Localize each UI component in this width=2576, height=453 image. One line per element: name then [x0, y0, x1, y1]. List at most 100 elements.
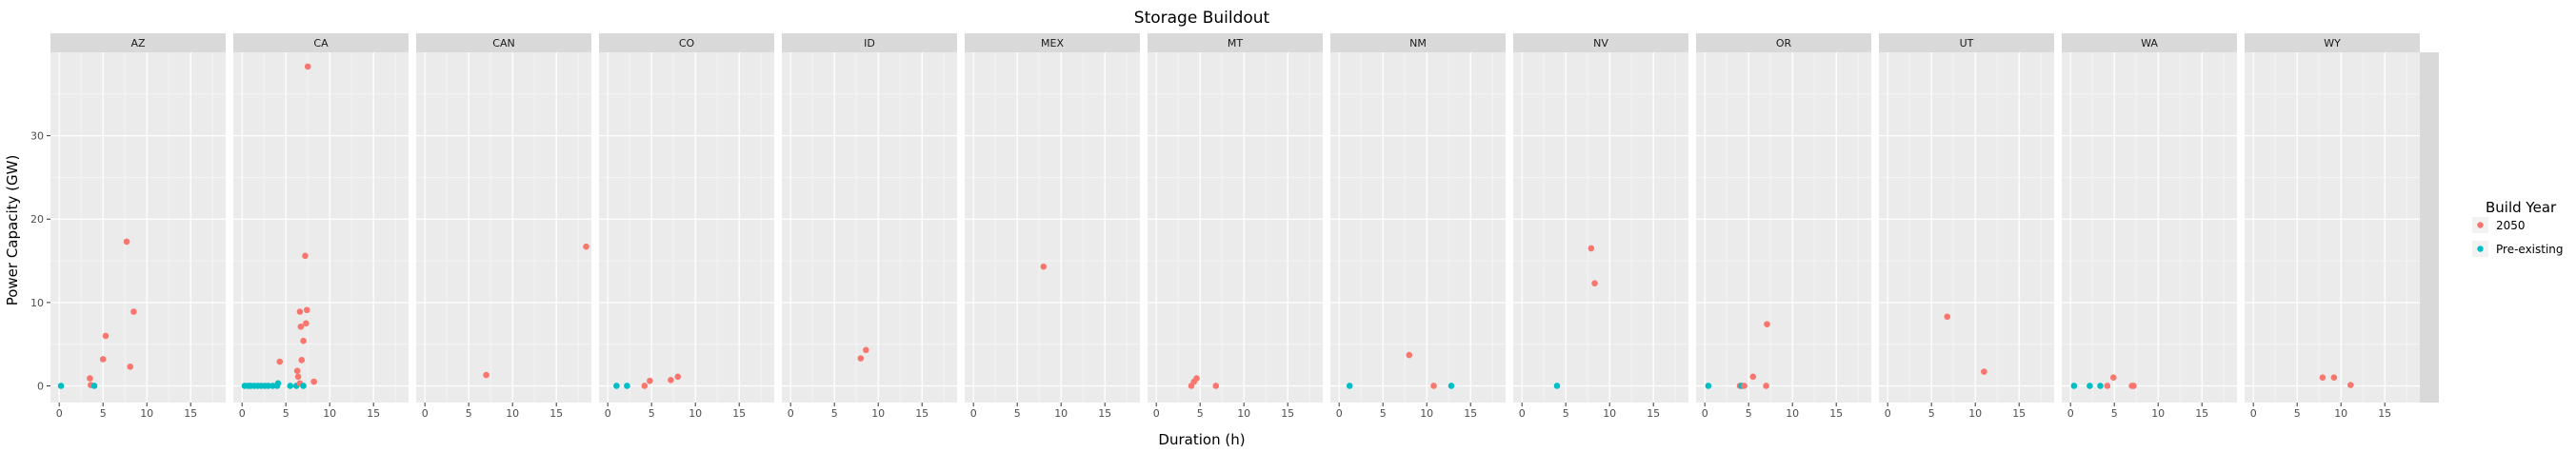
- x-tick-label: 15: [1647, 407, 1660, 420]
- y-tick-label: 20: [30, 213, 44, 226]
- facet-strip-or: [1696, 33, 1871, 52]
- point-ca-2050: [293, 367, 301, 375]
- point-ca-2050: [303, 320, 310, 327]
- point-wa-pre-existing: [2070, 383, 2078, 389]
- x-tick-label: 10: [1054, 407, 1068, 420]
- point-ca-2050: [296, 308, 304, 315]
- panel-background-wa: [2062, 52, 2237, 403]
- legend-key-pre-existing: [2477, 246, 2484, 252]
- facet-label-az: AZ: [130, 37, 146, 49]
- x-tick-label: 15: [1464, 407, 1477, 420]
- facet-label-can: CAN: [492, 37, 514, 49]
- x-tick-label: 10: [506, 407, 519, 420]
- facet-label-wa: WA: [2141, 37, 2158, 49]
- facet-strip-id: [782, 33, 957, 52]
- legend-title: Build Year: [2486, 199, 2557, 216]
- point-az-2050: [87, 375, 93, 382]
- x-tick-label: 0: [422, 407, 429, 420]
- x-tick-label: 5: [466, 407, 472, 420]
- point-co-2050: [647, 377, 653, 384]
- point-co-2050: [641, 383, 649, 389]
- point-ut-2050: [1981, 368, 1987, 375]
- x-tick-label: 15: [184, 407, 197, 420]
- panel-background-mex: [965, 52, 1140, 403]
- x-tick-label: 15: [732, 407, 746, 420]
- facet-strip-mt: [1148, 33, 1323, 52]
- point-can-2050: [583, 243, 589, 250]
- point-nm-pre-existing: [1346, 383, 1353, 389]
- facet-panel-wy: WY 0 5 10 15: [2245, 33, 2420, 420]
- x-tick-label: 5: [283, 407, 290, 420]
- point-ca-2050: [297, 323, 305, 330]
- x-tick-label: 5: [100, 407, 107, 420]
- x-tick-label: 15: [2012, 407, 2026, 420]
- x-tick-label: 10: [871, 407, 885, 420]
- point-or-2050: [1741, 383, 1747, 389]
- facet-strip-wa: [2062, 33, 2237, 52]
- x-tick-label: 15: [1829, 407, 1843, 420]
- facet-strip-co: [599, 33, 774, 52]
- point-az-2050: [123, 238, 130, 246]
- panel-background-wy: [2245, 52, 2420, 403]
- x-tick-label: 10: [1786, 407, 1799, 420]
- point-wy-2050: [2347, 382, 2354, 388]
- point-az-2050: [99, 356, 107, 363]
- x-tick-label: 10: [2334, 407, 2347, 420]
- x-tick-label: 15: [1281, 407, 1294, 420]
- panel-background-ca: [233, 52, 409, 403]
- point-wa-2050: [2130, 383, 2137, 389]
- point-nm-2050: [1430, 383, 1437, 389]
- facet-panel-ut: UT 0 5 10 15: [1879, 33, 2054, 420]
- facet-label-nm: NM: [1409, 37, 1427, 49]
- facet-label-id: ID: [864, 37, 875, 49]
- x-tick-label: 0: [1153, 407, 1160, 420]
- panel-background-can: [416, 52, 591, 403]
- point-ca-2050: [303, 306, 310, 314]
- panel-background-nv: [1513, 52, 1688, 403]
- point-nv-pre-existing: [1553, 383, 1561, 389]
- x-tick-label: 0: [1336, 407, 1343, 420]
- facet-panels: AZ 0 5 10 15 CA 0 5 10 15 CAN 0 5 10 15 CO 0 5 10 15 ID 0 5 10 1…: [50, 33, 2439, 420]
- x-tick-label: 15: [2195, 407, 2208, 420]
- facet-label-ut: UT: [1960, 37, 1974, 49]
- x-tick-label: 10: [1603, 407, 1616, 420]
- point-az-2050: [102, 332, 110, 340]
- y-tick-label: 30: [30, 130, 44, 143]
- legend: Build Year 2050 Pre-existing: [2472, 199, 2564, 257]
- point-ca-2050: [310, 378, 317, 385]
- facet-panel-mex: MEX 0 5 10 15: [965, 33, 1140, 420]
- x-tick-label: 10: [1237, 407, 1250, 420]
- x-tick-label: 0: [2067, 407, 2074, 420]
- facet-label-or: OR: [1776, 37, 1792, 49]
- point-or-2050: [1749, 373, 1757, 381]
- x-tick-label: 0: [1519, 407, 1526, 420]
- panel-background-az: [50, 52, 226, 403]
- point-wy-2050: [2330, 374, 2338, 382]
- point-ca-pre-existing: [287, 383, 294, 389]
- panel-background-co: [599, 52, 774, 403]
- x-tick-label: 0: [56, 407, 63, 420]
- facet-label-mex: MEX: [1041, 37, 1064, 49]
- point-ca-2050: [298, 357, 306, 364]
- facet-strip-ca: [233, 33, 409, 52]
- facet-strip-nv: [1513, 33, 1688, 52]
- point-ca-pre-existing: [265, 383, 272, 389]
- x-tick-label: 0: [239, 407, 246, 420]
- x-tick-label: 0: [788, 407, 794, 420]
- y-axis: 0 10 20 30: [30, 130, 50, 392]
- point-ut-2050: [1944, 313, 1951, 321]
- facet-panel-can: CAN 0 5 10 15: [416, 33, 591, 420]
- point-nv-2050: [1588, 245, 1595, 252]
- point-ca-2050: [304, 63, 311, 70]
- facet-panel-wa: WA 0 5 10 15: [2062, 33, 2237, 420]
- point-co-pre-existing: [613, 383, 620, 389]
- point-wa-2050: [2109, 374, 2117, 382]
- point-ca-pre-existing: [300, 383, 307, 389]
- panel-edge-filler: [2420, 52, 2439, 403]
- point-mt-2050: [1193, 375, 1200, 382]
- x-tick-label: 5: [1380, 407, 1387, 420]
- facet-label-mt: MT: [1228, 37, 1243, 49]
- facet-panel-or: OR 0 5 10 15: [1696, 33, 1871, 420]
- point-co-2050: [674, 373, 682, 381]
- facet-label-co: CO: [679, 37, 695, 49]
